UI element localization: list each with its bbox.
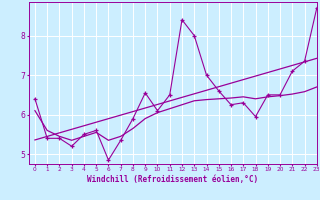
X-axis label: Windchill (Refroidissement éolien,°C): Windchill (Refroidissement éolien,°C) bbox=[87, 175, 258, 184]
